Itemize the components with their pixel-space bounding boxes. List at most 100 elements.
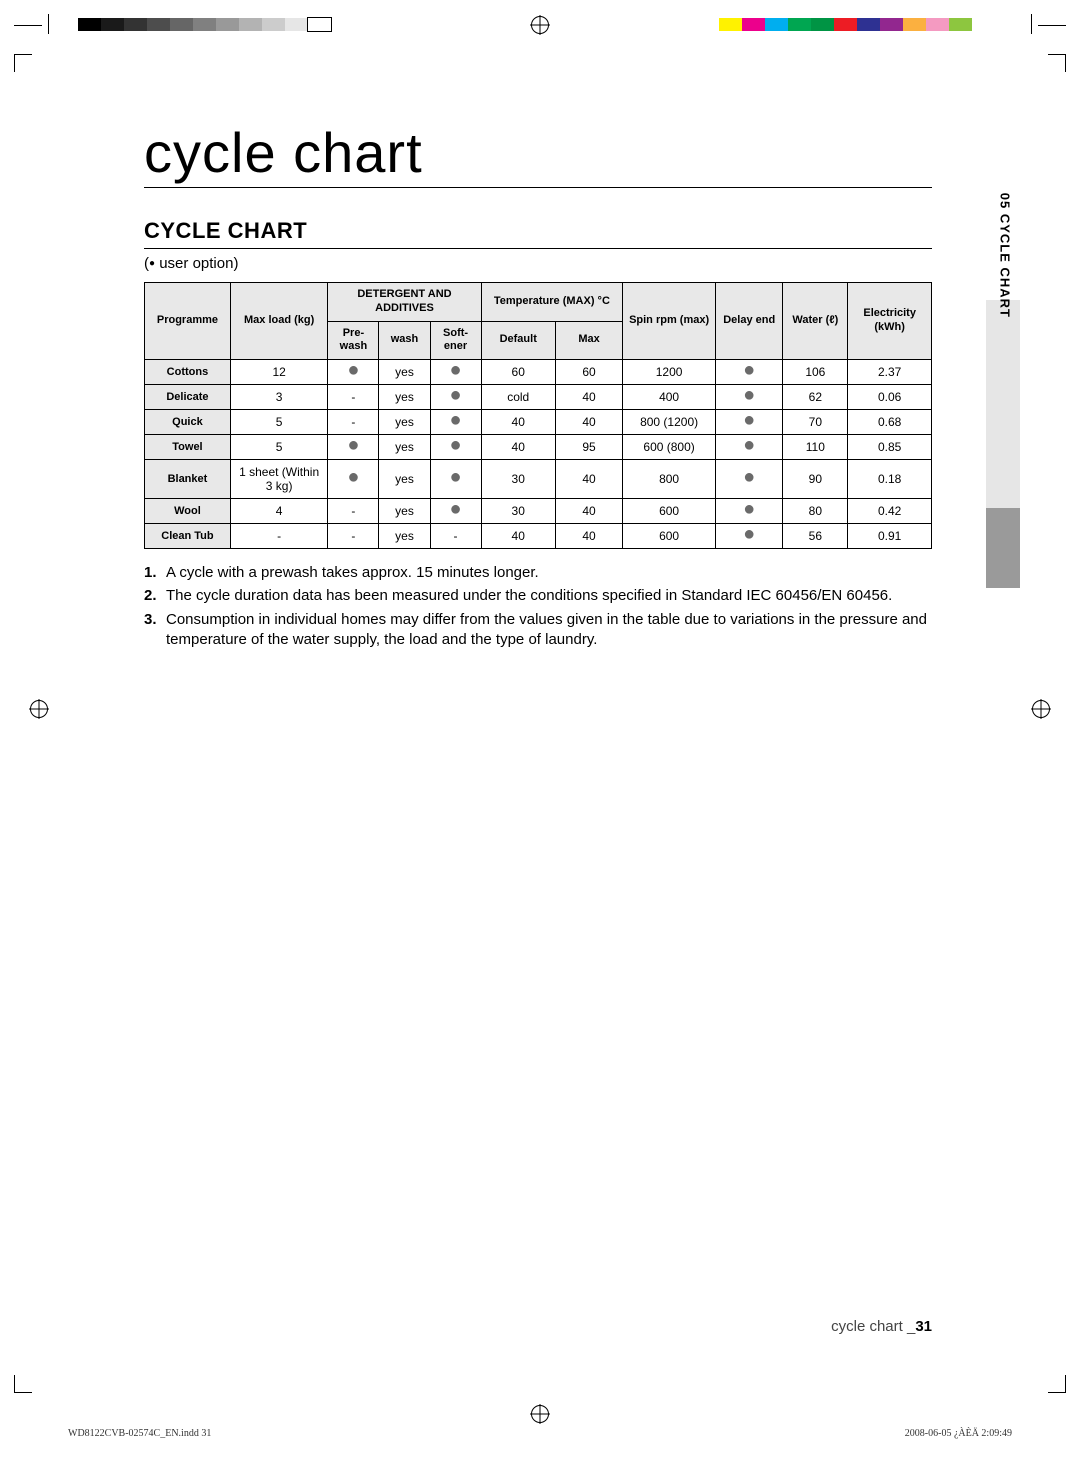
footnote-text: The cycle duration data has been measure… bbox=[166, 586, 932, 606]
cell-water: 62 bbox=[783, 385, 848, 410]
registration-target-icon bbox=[1032, 700, 1050, 718]
ramp-swatch bbox=[811, 18, 834, 31]
footer-text: cycle chart _ bbox=[831, 1318, 915, 1335]
th-temp-default: Default bbox=[481, 321, 555, 360]
cell-temp-max: 40 bbox=[555, 499, 622, 524]
cell-temp-max: 40 bbox=[555, 460, 622, 499]
cell-water: 80 bbox=[783, 499, 848, 524]
option-dot-icon: ● bbox=[743, 434, 755, 456]
cell-prewash: - bbox=[328, 410, 379, 435]
cell-programme: Clean Tub bbox=[145, 524, 231, 549]
ramp-swatch bbox=[193, 18, 216, 31]
cell-temp-default: 30 bbox=[481, 460, 555, 499]
cell-prewash: ● bbox=[328, 435, 379, 460]
option-dot-icon: ● bbox=[743, 466, 755, 488]
registration-marks-top bbox=[0, 10, 1080, 36]
ramp-swatch bbox=[834, 18, 857, 31]
crop-tick bbox=[1031, 14, 1032, 34]
cell-electricity: 0.91 bbox=[848, 524, 932, 549]
ramp-swatch bbox=[788, 18, 811, 31]
table-row: Clean Tub--yes-4040600●560.91 bbox=[145, 524, 932, 549]
cell-delay: ● bbox=[716, 360, 783, 385]
cell-wash: yes bbox=[379, 460, 430, 499]
cell-wash: yes bbox=[379, 360, 430, 385]
cell-prewash: - bbox=[328, 499, 379, 524]
cell-prewash: ● bbox=[328, 460, 379, 499]
cell-water: 106 bbox=[783, 360, 848, 385]
user-option-label: user option bbox=[159, 255, 233, 272]
ramp-swatch bbox=[170, 18, 193, 31]
ramp-swatch bbox=[765, 18, 788, 31]
section-thumb-tab-dark bbox=[986, 508, 1020, 588]
table-row: Quick5-yes●4040800 (1200)●700.68 bbox=[145, 410, 932, 435]
user-option-legend: (● user option) bbox=[144, 255, 932, 272]
cell-max-load: 12 bbox=[230, 360, 328, 385]
table-row: Wool4-yes●3040600●800.42 bbox=[145, 499, 932, 524]
cell-spin: 800 (1200) bbox=[623, 410, 716, 435]
cell-temp-default: 40 bbox=[481, 410, 555, 435]
cell-temp-max: 40 bbox=[555, 524, 622, 549]
cell-spin: 400 bbox=[623, 385, 716, 410]
cell-softener: ● bbox=[430, 360, 481, 385]
cell-spin: 1200 bbox=[623, 360, 716, 385]
cell-spin: 800 bbox=[623, 460, 716, 499]
cell-max-load: 5 bbox=[230, 435, 328, 460]
registration-target-icon bbox=[30, 700, 48, 718]
table-row: Cottons12●yes●60601200●1062.37 bbox=[145, 360, 932, 385]
option-dot-icon: ● bbox=[450, 384, 462, 406]
cell-wash: yes bbox=[379, 435, 430, 460]
ramp-swatch bbox=[880, 18, 903, 31]
cell-temp-max: 40 bbox=[555, 410, 622, 435]
ramp-swatch bbox=[742, 18, 765, 31]
cell-water: 90 bbox=[783, 460, 848, 499]
option-dot-icon: ● bbox=[450, 359, 462, 381]
ramp-swatch bbox=[857, 18, 880, 31]
section-thumb-label: 05 CYCLE CHART bbox=[997, 193, 1012, 318]
footnote-item: 1.A cycle with a prewash takes approx. 1… bbox=[144, 563, 932, 583]
cell-temp-max: 60 bbox=[555, 360, 622, 385]
cycle-chart-table: Programme Max load (kg) DETERGENT AND AD… bbox=[144, 282, 932, 549]
crop-mark bbox=[14, 54, 32, 72]
cell-delay: ● bbox=[716, 410, 783, 435]
cell-electricity: 0.42 bbox=[848, 499, 932, 524]
cell-programme: Cottons bbox=[145, 360, 231, 385]
crop-mark bbox=[1048, 54, 1066, 72]
cell-softener: ● bbox=[430, 460, 481, 499]
cell-prewash: ● bbox=[328, 360, 379, 385]
cell-temp-default: 40 bbox=[481, 435, 555, 460]
option-dot-icon: ● bbox=[450, 409, 462, 431]
option-dot-icon: ● bbox=[347, 434, 359, 456]
cell-water: 56 bbox=[783, 524, 848, 549]
option-dot-icon: ● bbox=[743, 359, 755, 381]
footnote-number: 1. bbox=[144, 563, 166, 583]
cell-wash: yes bbox=[379, 385, 430, 410]
cell-temp-max: 40 bbox=[555, 385, 622, 410]
cell-softener: ● bbox=[430, 499, 481, 524]
cell-temp-default: 40 bbox=[481, 524, 555, 549]
cell-electricity: 0.06 bbox=[848, 385, 932, 410]
th-wash: wash bbox=[379, 321, 430, 360]
cell-electricity: 2.37 bbox=[848, 360, 932, 385]
cell-spin: 600 bbox=[623, 524, 716, 549]
cell-wash: yes bbox=[379, 410, 430, 435]
th-temp-max: Max bbox=[555, 321, 622, 360]
cell-programme: Wool bbox=[145, 499, 231, 524]
th-detergent-group: DETERGENT AND ADDITIVES bbox=[328, 283, 481, 322]
ramp-swatch bbox=[719, 18, 742, 31]
ramp-swatch bbox=[262, 18, 285, 31]
registration-target-icon bbox=[531, 1405, 549, 1423]
cell-electricity: 0.18 bbox=[848, 460, 932, 499]
cell-programme: Delicate bbox=[145, 385, 231, 410]
th-electricity: Electricity (kWh) bbox=[848, 283, 932, 360]
grayscale-ramp bbox=[78, 18, 331, 31]
cell-prewash: - bbox=[328, 524, 379, 549]
cell-programme: Quick bbox=[145, 410, 231, 435]
th-spin: Spin rpm (max) bbox=[623, 283, 716, 360]
ramp-swatch bbox=[101, 18, 124, 31]
cell-softener: ● bbox=[430, 435, 481, 460]
cell-max-load: 1 sheet (Within 3 kg) bbox=[230, 460, 328, 499]
table-row: Blanket1 sheet (Within 3 kg)●yes●3040800… bbox=[145, 460, 932, 499]
cell-softener: - bbox=[430, 524, 481, 549]
th-water: Water (ℓ) bbox=[783, 283, 848, 360]
footnotes: 1.A cycle with a prewash takes approx. 1… bbox=[144, 563, 932, 650]
